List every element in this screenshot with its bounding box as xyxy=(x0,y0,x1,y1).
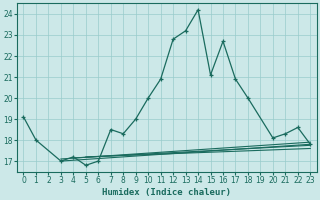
X-axis label: Humidex (Indice chaleur): Humidex (Indice chaleur) xyxy=(102,188,231,197)
